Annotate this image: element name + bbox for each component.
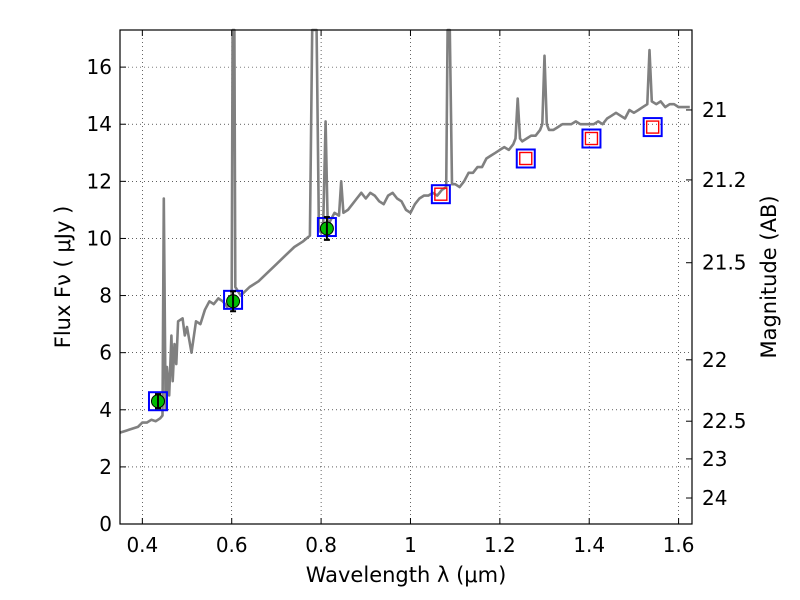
upper-limit-square — [584, 131, 599, 146]
y-tick-label: 14 — [87, 112, 112, 136]
x-tick-label: 0.8 — [305, 533, 337, 557]
right-tick-label: 21.5 — [702, 251, 747, 275]
upper-limit-square — [645, 120, 660, 134]
right-tick-label: 21 — [702, 98, 727, 122]
right-axis-label: Magnitude (AB) — [757, 195, 781, 358]
y-tick-label: 2 — [99, 455, 112, 479]
x-tick-label: 1.2 — [484, 533, 516, 557]
photometry-layer — [147, 117, 663, 412]
model-photometry-square — [515, 148, 536, 169]
right-tick-label: 22 — [702, 348, 727, 372]
y-tick-label: 6 — [99, 341, 112, 365]
right-tick-label: 23 — [702, 447, 727, 471]
y-axis-label: Flux Fν ( μJy ) — [51, 206, 75, 349]
model-photometry-square — [430, 184, 451, 205]
model-photometry-square — [147, 391, 168, 412]
y-tick-label: 4 — [99, 398, 112, 422]
upper-limit-square — [519, 151, 533, 166]
y-tick-label: 10 — [87, 226, 112, 250]
right-tick-label: 22.5 — [702, 409, 747, 433]
plot-background — [120, 30, 692, 524]
y-tick-label: 16 — [87, 55, 112, 79]
y-tick-label: 0 — [99, 512, 112, 536]
x-axis-label: Wavelength λ (μm) — [306, 563, 507, 587]
spectrum-layer — [119, 28, 690, 434]
right-axis-ticks: 21 21.2 21.5 22 22.5 23 24 — [686, 98, 747, 510]
model-photometry-square — [581, 128, 602, 149]
y-axis-ticks: 0 2 4 6 8 10 12 14 16 — [87, 55, 126, 536]
y-tick-label: 12 — [87, 169, 112, 193]
model-photometry-square — [642, 117, 663, 138]
x-tick-label: 1.4 — [573, 533, 605, 557]
y-tick-label: 8 — [99, 284, 112, 308]
right-tick-label: 24 — [702, 486, 727, 510]
x-axis-ticks: 0.4 0.6 0.8 1 1.2 1.4 1.6 — [126, 30, 695, 557]
spectrum-line — [119, 28, 690, 434]
x-tick-label: 1 — [404, 533, 417, 557]
x-tick-label: 1.6 — [663, 533, 695, 557]
plot-frame — [119, 29, 693, 525]
x-tick-label: 0.4 — [126, 533, 158, 557]
upper-limit-square — [434, 187, 448, 201]
right-tick-label: 21.2 — [702, 168, 747, 192]
x-tick-label: 0.6 — [216, 533, 248, 557]
